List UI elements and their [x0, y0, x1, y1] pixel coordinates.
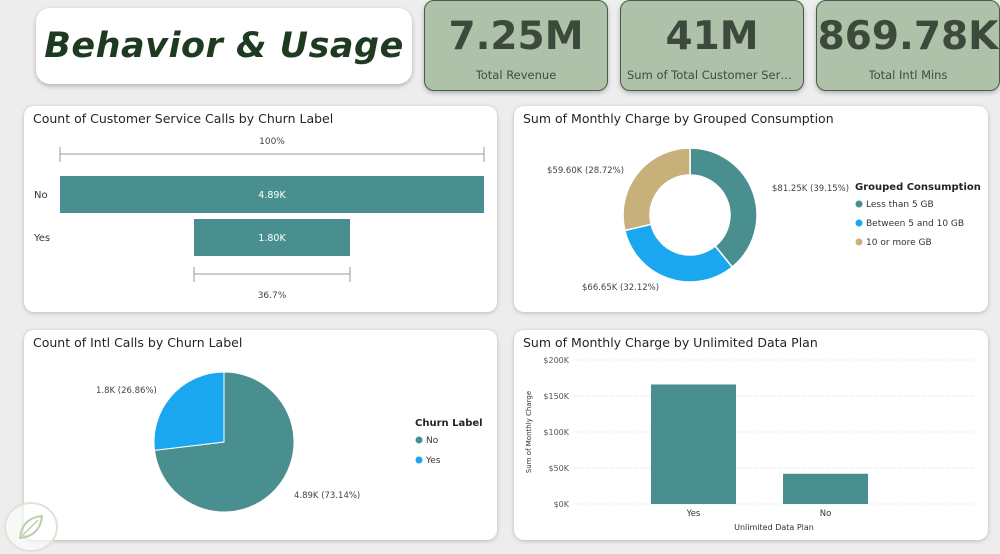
legend-title: Grouped Consumption — [855, 182, 981, 193]
bar-chart: $0K $50K $100K $150K $200K Yes No Sum of Mont… — [525, 356, 976, 532]
leaf-icon — [18, 514, 44, 540]
funnel-chart: 100% 4.89K 1.80K No Yes 36.7% — [33, 137, 485, 301]
funnel-value-label: 4.89K — [258, 190, 286, 201]
legend-item[interactable]: Yes — [425, 456, 441, 466]
y-axis-title: Sum of Monthly Charge — [525, 391, 533, 473]
y-tick-label: $200K — [543, 356, 569, 365]
pie-chart: 1.8K (26.86%) 4.89K (73.14%) Churn Label… — [96, 371, 483, 513]
donut-slice[interactable] — [623, 223, 734, 283]
donut-chart-card[interactable]: Sum of Monthly Charge by Grouped Consump… — [514, 106, 988, 312]
donut-slice[interactable] — [689, 147, 758, 269]
y-tick-label: $0K — [554, 500, 570, 509]
donut-chart: $81.25K (39.15%) $66.65K (32.12%) $59.60… — [547, 147, 981, 293]
chart-title: Count of Intl Calls by Churn Label — [33, 335, 243, 350]
kpi-label: Total Intl Mins — [868, 68, 948, 82]
slice-label: 4.89K (73.14%) — [294, 491, 360, 501]
kpi-label: Total Revenue — [475, 68, 557, 82]
slice-label: $59.60K (28.72%) — [547, 166, 624, 176]
funnel-bar-no[interactable] — [60, 176, 484, 213]
y-tick-label: $100K — [543, 428, 569, 437]
y-tick-label: $150K — [543, 392, 569, 401]
funnel-bottom-pct: 36.7% — [258, 291, 287, 301]
pie-chart-card[interactable]: Count of Intl Calls by Churn Label 1.8K … — [24, 330, 497, 540]
kpi-value: 869.78K — [817, 14, 999, 59]
legend-item[interactable]: 10 or more GB — [866, 238, 932, 248]
legend-dot — [855, 238, 863, 246]
kpi-value: 41M — [665, 14, 759, 59]
page-title: Behavior & Usage — [44, 26, 404, 66]
x-axis-title: Unlimited Data Plan — [734, 523, 814, 532]
donut-slice[interactable] — [622, 147, 691, 232]
legend-item[interactable]: Between 5 and 10 GB — [866, 219, 964, 229]
bar-no[interactable] — [783, 473, 868, 504]
kpi-card-total-revenue[interactable]: 7.25M Total Revenue — [424, 0, 608, 91]
funnel-bar-yes[interactable] — [193, 219, 351, 256]
logo — [4, 502, 58, 552]
legend-dot — [855, 219, 863, 227]
legend-item[interactable]: No — [426, 436, 439, 446]
legend-dot — [855, 200, 863, 208]
funnel-category-label: Yes — [33, 233, 50, 244]
slice-label: 1.8K (26.86%) — [96, 386, 157, 396]
legend-item[interactable]: Less than 5 GB — [866, 200, 934, 210]
bar-chart-card[interactable]: Sum of Monthly Charge by Unlimited Data … — [514, 330, 988, 540]
funnel-top-pct: 100% — [259, 137, 285, 147]
x-tick-label: Yes — [686, 509, 701, 519]
legend-dot — [415, 436, 423, 444]
slice-label: $81.25K (39.15%) — [772, 184, 849, 194]
chart-title: Sum of Monthly Charge by Unlimited Data … — [523, 335, 818, 350]
kpi-value: 7.25M — [448, 14, 584, 59]
x-tick-label: No — [820, 509, 832, 519]
slice-label: $66.65K (32.12%) — [582, 283, 659, 293]
title-card: Behavior & Usage — [36, 8, 412, 84]
legend-dot — [415, 456, 423, 464]
pie-slice[interactable] — [153, 371, 225, 451]
funnel-category-label: No — [34, 190, 48, 201]
kpi-card-intl-mins[interactable]: 869.78K Total Intl Mins — [816, 0, 1000, 91]
y-tick-label: $50K — [548, 464, 569, 473]
legend-title: Churn Label — [415, 418, 483, 429]
kpi-label: Sum of Total Customer Servi... — [627, 68, 797, 82]
funnel-chart-card[interactable]: Count of Customer Service Calls by Churn… — [24, 106, 497, 312]
funnel-value-label: 1.80K — [258, 233, 286, 244]
chart-title: Sum of Monthly Charge by Grouped Consump… — [523, 111, 834, 126]
bar-yes[interactable] — [651, 384, 736, 504]
kpi-card-customer-service[interactable]: 41M Sum of Total Customer Servi... — [620, 0, 804, 91]
chart-title: Count of Customer Service Calls by Churn… — [33, 111, 334, 126]
